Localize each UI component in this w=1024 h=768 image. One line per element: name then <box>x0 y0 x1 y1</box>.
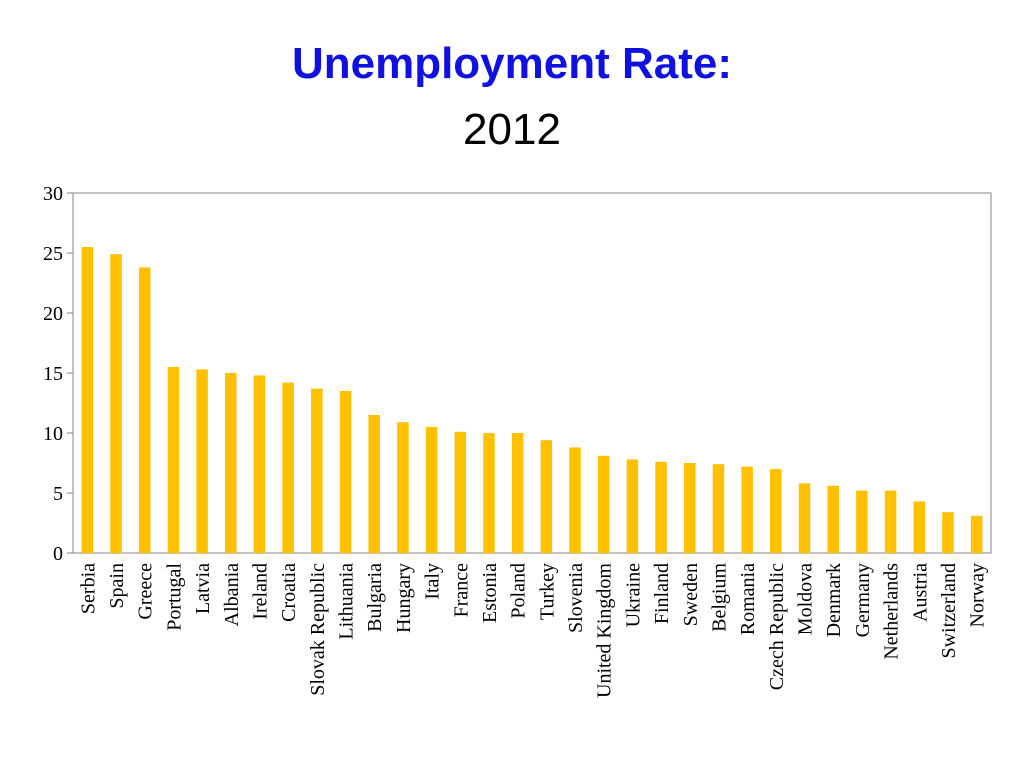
x-tick-label: Italy <box>422 563 444 600</box>
x-tick-label: Denmark <box>823 563 845 637</box>
x-tick-label: Norway <box>967 563 989 627</box>
x-tick-label: Spain <box>106 563 128 609</box>
x-tick-label: Belgium <box>708 563 730 632</box>
bar-bulgaria <box>368 415 380 553</box>
bar-switzerland <box>942 512 954 553</box>
bar-slovak-republic <box>311 388 323 553</box>
bar-netherlands <box>884 490 897 553</box>
x-tick-label: Netherlands <box>881 563 903 660</box>
bar-portugal <box>167 367 180 553</box>
y-tick-label: 5 <box>53 483 63 505</box>
y-tick-label: 15 <box>43 363 63 385</box>
bar-norway <box>970 515 983 553</box>
bar-czech-republic <box>770 469 782 553</box>
bar-turkey <box>540 440 553 553</box>
bar-croatia <box>282 382 294 553</box>
x-tick-label: Serbia <box>77 563 99 614</box>
bar-lithuania <box>339 391 352 553</box>
y-tick-label: 20 <box>43 303 63 325</box>
bar-denmark <box>827 485 839 553</box>
bar-greece <box>138 267 151 553</box>
bar-belgium <box>712 464 725 553</box>
bar-finland <box>655 461 667 553</box>
bar-italy <box>425 427 438 553</box>
x-tick-label: Latvia <box>192 563 214 614</box>
x-tick-label: Albania <box>221 563 243 626</box>
bar-hungary <box>397 422 409 553</box>
bar-estonia <box>483 433 495 553</box>
x-tick-label: Croatia <box>278 563 300 622</box>
bar-moldova <box>798 483 811 553</box>
bars <box>81 247 983 553</box>
x-tick-label: Ukraine <box>622 563 644 628</box>
bar-ireland <box>253 375 266 553</box>
x-tick-label: Slovenia <box>565 563 587 633</box>
x-tick-label: France <box>450 563 472 618</box>
bar-poland <box>511 433 524 553</box>
x-tick-label: Finland <box>651 563 673 624</box>
bar-france <box>454 431 467 553</box>
x-tick-label: Ireland <box>249 563 271 620</box>
slide-title: Unemployment Rate: <box>291 39 733 88</box>
x-tick-label: Lithuania <box>336 563 358 640</box>
x-tick-label: Greece <box>135 563 157 620</box>
x-tick-label: Austria <box>909 563 931 622</box>
y-tick-label: 10 <box>43 423 63 445</box>
bar-sweden <box>684 463 696 553</box>
x-tick-label: United Kingdom <box>594 563 616 698</box>
y-axis: 0 5 10 15 20 25 30 <box>43 183 74 565</box>
bar-united-kingdom <box>597 455 610 553</box>
x-tick-label: Estonia <box>479 563 501 623</box>
bar-albania <box>225 373 237 553</box>
bar-germany <box>856 490 868 553</box>
x-tick-label: Poland <box>508 563 530 619</box>
bar-latvia <box>196 369 208 553</box>
bar-slovenia <box>569 447 581 553</box>
x-tick-label: Slovak Republic <box>307 563 329 696</box>
x-tick-label: Czech Republic <box>766 563 788 690</box>
y-tick-label: 30 <box>43 183 63 205</box>
y-tick-label: 0 <box>53 543 63 565</box>
plot-area-border <box>72 192 992 554</box>
bar-ukraine <box>626 459 639 553</box>
bar-romania <box>741 466 753 553</box>
x-tick-label: Moldova <box>795 563 817 635</box>
x-tick-label: Hungary <box>393 563 415 633</box>
bar-serbia <box>81 247 94 553</box>
x-tick-label: Bulgaria <box>364 563 386 632</box>
x-tick-label: Portugal <box>163 563 185 631</box>
y-tick-label: 25 <box>43 243 63 265</box>
x-tick-label: Turkey <box>536 563 558 620</box>
x-tick-label: Romania <box>737 563 759 635</box>
slide-subtitle: 2012 <box>463 105 561 154</box>
x-axis-labels: Serbia Spain Greece Portugal Latvia Albania Ir… <box>77 563 988 698</box>
bar-spain <box>110 254 122 553</box>
x-tick-label: Switzerland <box>938 563 960 659</box>
x-tick-label: Sweden <box>680 563 702 626</box>
x-tick-label: Germany <box>852 563 874 637</box>
bar-austria <box>913 501 926 553</box>
